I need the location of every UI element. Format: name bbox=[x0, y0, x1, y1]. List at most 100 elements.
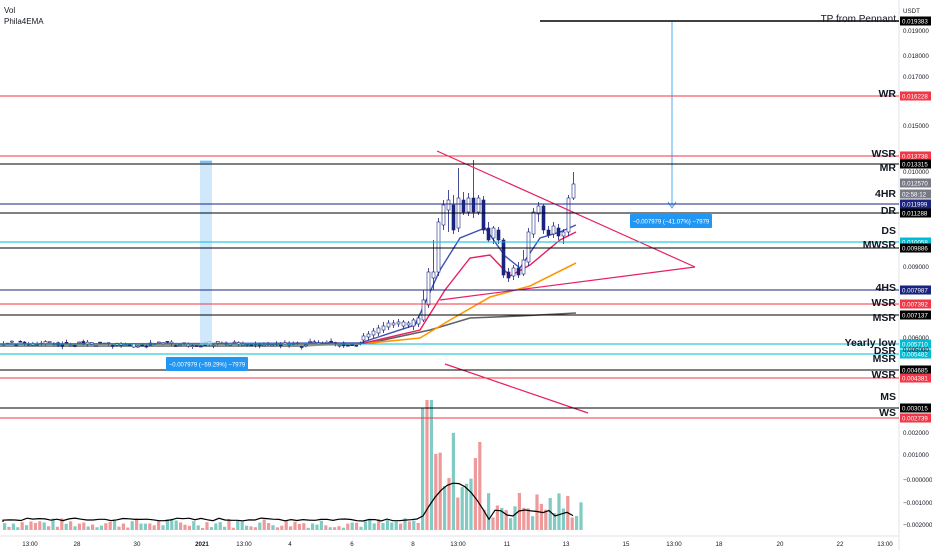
volume-bar bbox=[196, 525, 200, 530]
volume-bar bbox=[209, 527, 213, 530]
volume-bar bbox=[324, 525, 328, 530]
candle-body bbox=[516, 267, 521, 276]
level-label-7: DR bbox=[881, 205, 897, 217]
x-tick-8: 13:00 bbox=[450, 541, 466, 548]
candle-body bbox=[110, 345, 115, 347]
volume-bar bbox=[7, 526, 11, 530]
x-tick-13: 18 bbox=[716, 541, 723, 548]
x-tick-15: 22 bbox=[837, 541, 844, 548]
candle-body bbox=[354, 344, 359, 347]
volume-bar bbox=[407, 521, 411, 530]
price-tag-text-15: 0.004685 bbox=[902, 367, 928, 374]
price-tag-6: 0.011999 bbox=[900, 199, 931, 209]
legend-vol: Vol bbox=[4, 6, 16, 15]
price-tag-8: 0.010058 bbox=[900, 237, 931, 247]
volume-bar bbox=[51, 518, 55, 530]
candle-body bbox=[190, 345, 195, 347]
volume-bar bbox=[355, 522, 359, 530]
candle-body bbox=[165, 341, 170, 343]
candle-body bbox=[521, 259, 526, 275]
price-tag-bg-5 bbox=[900, 189, 931, 199]
price-tag-text-16: 0.004381 bbox=[902, 375, 928, 382]
volume-bar bbox=[399, 523, 403, 530]
y-tick-10: −0.000000 bbox=[903, 477, 932, 484]
price-tag-bg-4 bbox=[900, 178, 931, 188]
candle-body bbox=[371, 330, 376, 336]
volume-bar bbox=[143, 523, 147, 530]
candle-body bbox=[308, 341, 312, 343]
volume-bar bbox=[425, 400, 429, 530]
price-tag-14: 0.005482 bbox=[900, 349, 931, 359]
volume-bar bbox=[575, 515, 579, 530]
candle-body bbox=[406, 322, 411, 326]
volume-bar bbox=[60, 518, 64, 530]
price-tag-text-12: 0.007137 bbox=[902, 312, 928, 319]
candle-body bbox=[366, 333, 371, 338]
volume-bar bbox=[174, 520, 178, 530]
price-tag-bg-17 bbox=[900, 403, 931, 413]
volume-bar bbox=[561, 508, 565, 530]
candle-body bbox=[73, 345, 77, 347]
price-tag-text-1: 0.016228 bbox=[902, 93, 928, 100]
candle-body bbox=[571, 183, 576, 199]
volume-bar bbox=[11, 523, 15, 530]
price-tag-12: 0.007137 bbox=[900, 310, 931, 320]
level-label-2: WSR bbox=[872, 148, 897, 160]
candle-body bbox=[551, 225, 556, 235]
candle-body bbox=[466, 197, 471, 213]
candle-body bbox=[194, 345, 199, 347]
volume-bar bbox=[86, 526, 90, 530]
price-tag-18: 0.002739 bbox=[900, 413, 931, 423]
x-tick-14: 20 bbox=[777, 541, 784, 548]
price-tag-text-7: 0.011288 bbox=[902, 210, 928, 217]
currency-label: USDT bbox=[903, 8, 920, 15]
price-tag-5: 02:58:12 bbox=[900, 189, 931, 199]
volume-bar bbox=[346, 523, 350, 530]
y-tick-1: 0.018000 bbox=[903, 53, 929, 60]
candle-body bbox=[426, 271, 431, 306]
volume-bar bbox=[165, 519, 169, 530]
volume-bar bbox=[495, 505, 499, 530]
candle-body bbox=[386, 322, 391, 328]
volume-bar bbox=[553, 513, 557, 530]
candle-body bbox=[131, 343, 136, 348]
volume-bar bbox=[104, 523, 108, 530]
y-tick-3: 0.015000 bbox=[903, 123, 929, 130]
price-tag-text-5: 02:58:12 bbox=[902, 191, 927, 198]
price-tag-bg-9 bbox=[900, 243, 931, 253]
volume-bar bbox=[33, 523, 37, 530]
volume-bar bbox=[473, 458, 477, 530]
volume-bar bbox=[394, 521, 398, 530]
candle-body bbox=[350, 344, 354, 346]
volume-bar bbox=[3, 523, 7, 530]
price-tag-2: 0.013738 bbox=[900, 151, 931, 161]
x-tick-4: 13:00 bbox=[236, 541, 252, 548]
price-tag-bg-15 bbox=[900, 365, 931, 375]
volume-bar bbox=[451, 432, 455, 530]
volume-bar bbox=[218, 522, 222, 530]
candle-body bbox=[94, 345, 98, 347]
volume-bar bbox=[289, 526, 293, 530]
price-tag-text-13: 0.005710 bbox=[902, 341, 928, 348]
price-tag-text-17: 0.003015 bbox=[902, 405, 928, 412]
volume-bar bbox=[535, 494, 539, 530]
price-tag-text-10: 0.007987 bbox=[902, 287, 928, 294]
price-tag-3: 0.013315 bbox=[900, 159, 931, 169]
x-tick-9: 11 bbox=[504, 541, 511, 548]
ema-mid-line bbox=[0, 262, 577, 346]
candle-body bbox=[144, 345, 149, 348]
candle-body bbox=[541, 205, 546, 231]
measure-box-right-text: −0.007979 (−41.07%) −7979 bbox=[633, 220, 710, 226]
level-label-11: WSR bbox=[872, 297, 897, 309]
price-tag-bg-16 bbox=[900, 373, 931, 383]
price-tag-10: 0.007987 bbox=[900, 285, 931, 295]
candle-body bbox=[561, 231, 566, 237]
volume-bar bbox=[372, 523, 376, 530]
volume-bar bbox=[416, 522, 420, 530]
volume-bar bbox=[522, 507, 526, 530]
candle-body bbox=[451, 204, 456, 231]
volume-bar bbox=[29, 521, 33, 530]
candle-body bbox=[361, 335, 366, 341]
volume-bar bbox=[359, 526, 363, 530]
